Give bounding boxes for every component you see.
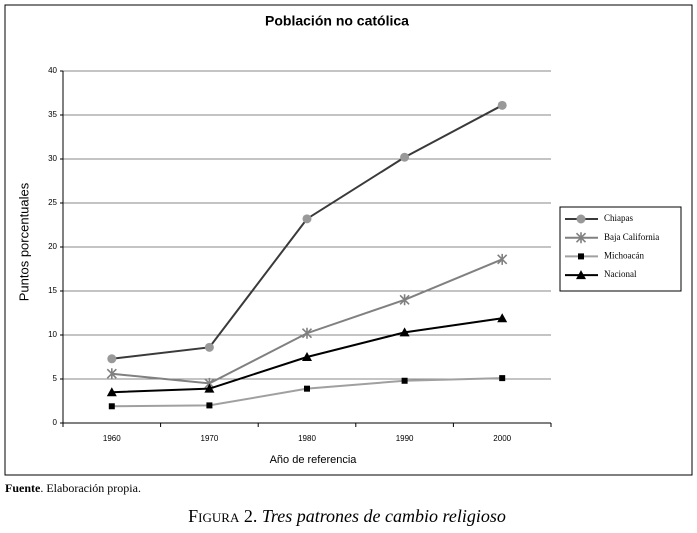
y-axis-label: Puntos porcentuales [16,182,31,301]
legend-label: Michoacán [604,250,644,260]
marker [107,354,117,364]
legend-label: Chiapas [604,213,633,223]
y-tick-label: 0 [53,418,58,427]
marker [499,375,506,382]
x-tick-label: 1980 [298,434,316,443]
y-tick-label: 5 [53,374,58,383]
marker [497,253,508,265]
marker [204,383,215,393]
source-note: Fuente. Elaboración propia. [5,481,141,495]
y-tick-label: 10 [48,330,57,339]
marker [204,342,214,352]
marker [497,100,507,110]
x-tick-label: 1970 [201,434,219,443]
marker [206,402,213,409]
source-text: . Elaboración propia. [40,481,141,495]
x-axis-label: Año de referencia [270,454,358,466]
marker [302,352,312,361]
marker [304,385,310,392]
y-tick-label: 20 [48,242,57,251]
legend-label: Baja California [604,232,659,242]
marker [576,214,586,224]
y-tick-label: 30 [48,154,57,163]
marker [400,152,410,162]
x-tick-label: 2000 [493,434,511,443]
source-label: Fuente [5,481,41,495]
figure-title: Tres patrones de cambio religioso [262,506,506,526]
y-tick-label: 15 [48,286,57,295]
legend-label: Nacional [604,269,637,279]
x-tick-label: 1990 [396,434,414,443]
marker [301,327,313,339]
marker [302,214,312,224]
marker [106,387,117,397]
marker [576,270,586,280]
marker [578,253,584,260]
marker [399,327,410,337]
marker [106,368,117,380]
figure-label: Figura 2. [188,506,257,526]
marker [108,403,115,410]
marker [575,232,587,244]
figure-caption: Figura 2. Tres patrones de cambio religi… [188,506,506,526]
y-tick-label: 40 [48,66,57,75]
marker [401,377,408,384]
chart-title: Población no católica [265,13,409,29]
y-tick-label: 35 [48,110,57,119]
marker [399,294,410,306]
y-tick-label: 25 [48,198,57,207]
marker [497,313,508,323]
x-tick-label: 1960 [103,434,121,443]
